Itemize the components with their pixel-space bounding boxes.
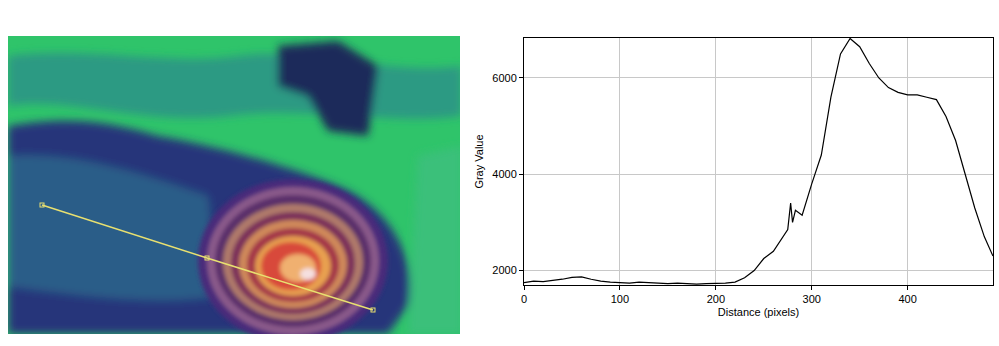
svg-text:Distance (pixels): Distance (pixels) xyxy=(718,306,799,318)
svg-text:300: 300 xyxy=(803,293,821,305)
svg-text:100: 100 xyxy=(611,293,629,305)
svg-text:200: 200 xyxy=(707,293,725,305)
svg-text:6000: 6000 xyxy=(492,72,516,84)
svg-text:0: 0 xyxy=(521,293,527,305)
svg-text:Gray Value: Gray Value xyxy=(473,134,485,188)
svg-text:2000: 2000 xyxy=(492,264,516,276)
svg-text:4000: 4000 xyxy=(492,168,516,180)
svg-text:400: 400 xyxy=(898,293,916,305)
